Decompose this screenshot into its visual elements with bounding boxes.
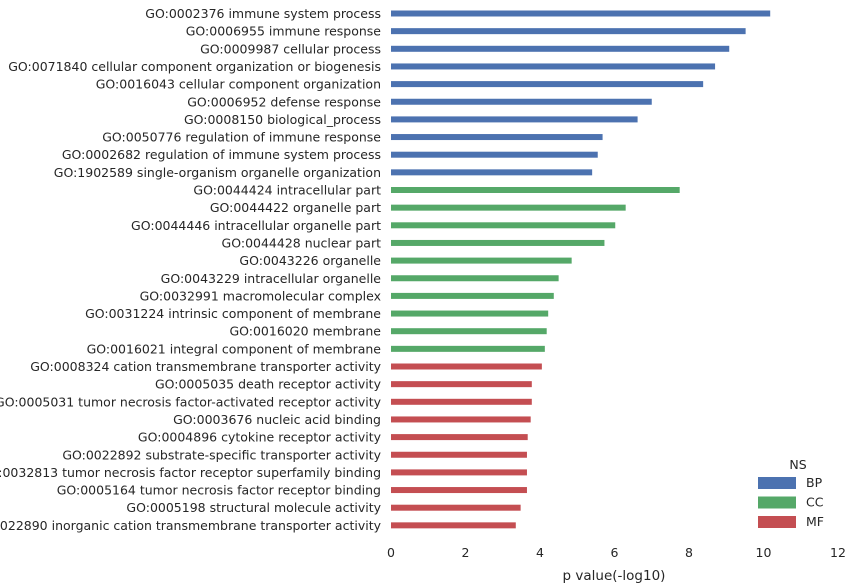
- category-label: GO:0005198 structural molecule activity: [126, 500, 381, 515]
- category-label: GO:0022890 inorganic cation transmembran…: [0, 518, 382, 533]
- bar-bp: [391, 81, 704, 88]
- category-label: GO:0016020 membrane: [229, 324, 381, 339]
- category-label: GO:0016021 integral component of membran…: [87, 341, 382, 356]
- bars-layer: [391, 10, 771, 529]
- category-label: GO:0031224 intrinsic component of membra…: [85, 306, 381, 321]
- bar-mf: [391, 381, 532, 388]
- bar-mf: [391, 434, 528, 441]
- legend-swatch-cc: [758, 496, 796, 509]
- category-label: GO:0008324 cation transmembrane transpor…: [30, 359, 381, 374]
- category-label: GO:0006952 defense response: [187, 94, 381, 109]
- x-axis-title: p value(-log10): [563, 568, 666, 584]
- bar-mf: [391, 504, 521, 511]
- bar-bp: [391, 169, 593, 176]
- bar-mf: [391, 398, 532, 405]
- legend: NS BP CC MF: [758, 457, 824, 529]
- x-tick-label: 10: [756, 545, 772, 560]
- bar-bp: [391, 10, 771, 17]
- bar-mf: [391, 487, 527, 494]
- category-label: GO:0032991 macromolecular complex: [140, 288, 381, 303]
- legend-label-bp: BP: [806, 475, 823, 490]
- category-label: GO:0005035 death receptor activity: [155, 377, 382, 392]
- legend-label-cc: CC: [806, 495, 824, 510]
- category-label: GO:0044446 intracellular organelle part: [131, 218, 381, 233]
- bar-bp: [391, 63, 716, 70]
- bar-cc: [391, 257, 572, 264]
- bar-bp: [391, 116, 638, 123]
- category-label: GO:0008150 biological_process: [184, 112, 381, 127]
- bar-mf: [391, 522, 516, 529]
- bar-cc: [391, 222, 616, 229]
- category-label: GO:0005031 tumor necrosis factor-activat…: [0, 394, 382, 409]
- bar-bp: [391, 45, 730, 52]
- bar-mf: [391, 469, 527, 476]
- bar-cc: [391, 239, 605, 246]
- category-label: GO:1902589 single-organism organelle org…: [54, 165, 381, 180]
- category-label: GO:0043226 organelle: [239, 253, 381, 268]
- legend-swatch-bp: [758, 477, 796, 489]
- category-label: GO:0071840 cellular component organizati…: [8, 59, 381, 74]
- category-label: GO:0050776 regulation of immune response: [102, 130, 381, 145]
- bar-cc: [391, 345, 545, 352]
- bar-bp: [391, 134, 603, 141]
- bar-cc: [391, 204, 626, 211]
- legend-swatch-mf: [758, 516, 796, 528]
- category-label: GO:0006955 immune response: [186, 24, 382, 39]
- category-label: GO:0002376 immune system process: [145, 6, 381, 21]
- bar-cc: [391, 187, 680, 193]
- x-tick-label: 12: [830, 545, 846, 560]
- bar-mf: [391, 451, 527, 458]
- x-tick-label: 6: [611, 545, 619, 560]
- category-label: GO:0009987 cellular process: [200, 41, 381, 56]
- x-tick-label: 2: [462, 545, 470, 560]
- legend-title: NS: [789, 457, 806, 472]
- legend-label-mf: MF: [806, 514, 824, 529]
- legend-items: BP CC MF: [758, 475, 824, 529]
- category-label: GO:0002682 regulation of immune system p…: [62, 147, 381, 162]
- category-label: GO:0044422 organelle part: [210, 200, 381, 215]
- category-label: GO:0004896 cytokine receptor activity: [138, 430, 382, 445]
- category-label: GO:0003676 nucleic acid binding: [173, 412, 381, 427]
- bar-mf: [391, 416, 531, 423]
- bar-cc: [391, 292, 554, 299]
- x-axis: 0 2 4 6 8 10 12: [387, 545, 846, 560]
- category-label: GO:0044424 intracellular part: [193, 183, 381, 198]
- bar-bp: [391, 98, 652, 105]
- bar-bp: [391, 151, 598, 158]
- bar-cc: [391, 275, 559, 282]
- x-tick-label: 8: [685, 545, 693, 560]
- category-label: GO:0032813 tumor necrosis factor recepto…: [0, 465, 381, 480]
- category-label: GO:0044428 nuclear part: [222, 235, 382, 250]
- bar-cc: [391, 328, 547, 335]
- category-labels: GO:0002376 immune system process GO:00069…: [0, 6, 382, 533]
- bar-mf: [391, 363, 542, 370]
- category-label: GO:0016043 cellular component organizati…: [96, 77, 381, 92]
- x-tick-label: 4: [536, 545, 544, 560]
- category-label: GO:0043229 intracellular organelle: [161, 271, 382, 286]
- x-tick-label: 0: [387, 545, 395, 560]
- category-label: GO:0022892 substrate-specific transporte…: [62, 447, 381, 462]
- bar-bp: [391, 28, 746, 35]
- bar-cc: [391, 310, 549, 317]
- category-label: GO:0005164 tumor necrosis factor recepto…: [57, 483, 381, 498]
